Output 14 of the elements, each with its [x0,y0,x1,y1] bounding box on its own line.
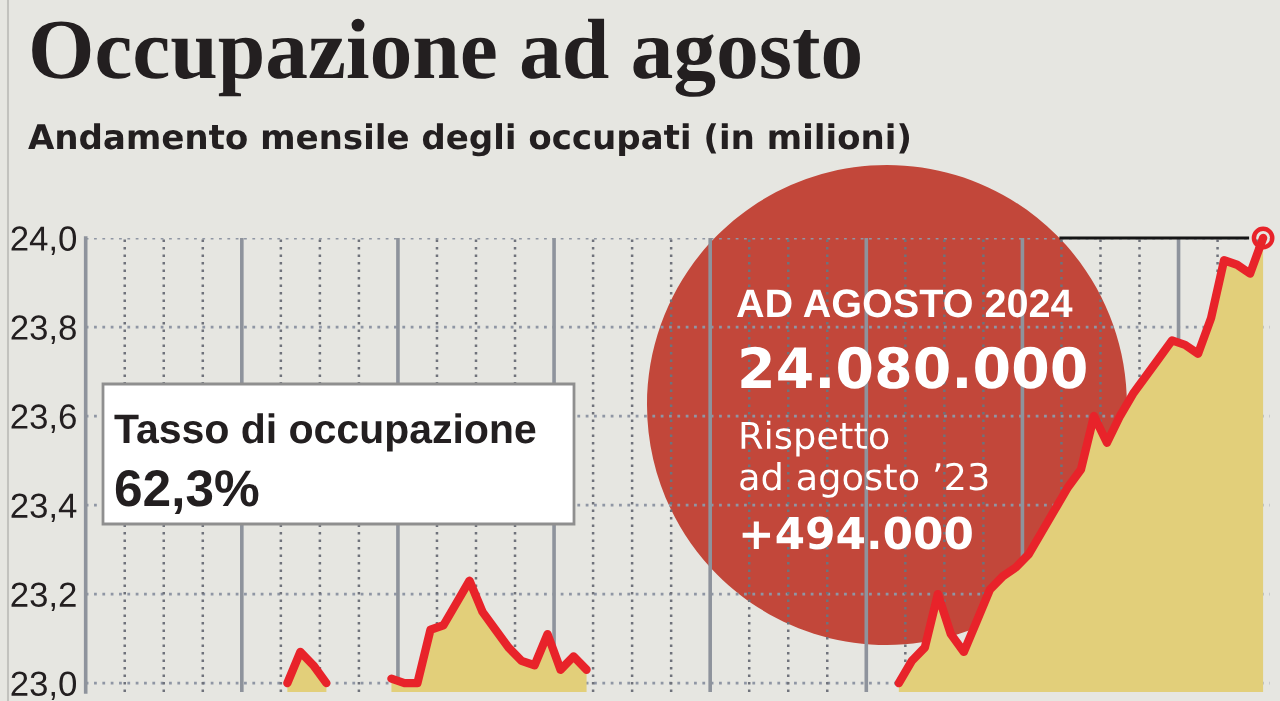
y-tick-label: 24,0 [11,226,77,256]
annotation: 62,3% [115,470,259,514]
y-tick-label: 23,4 [11,493,77,523]
annotation: +494.000 [742,516,972,550]
annotation: Rispetto ad agosto ’23 [740,420,988,498]
annotation: AD AGOSTO 2024 [736,289,1073,318]
annotation: Tasso di occupazione [114,413,536,452]
chart-title: Occupazione ad agosto [32,18,860,97]
annotation: 24.080.000 [741,346,1086,389]
chart-subtitle: Andamento mensile degli occupati (in milioni) [28,123,910,157]
y-tick-label: 23,8 [11,315,76,345]
y-tick-label: 23,6 [11,404,76,434]
y-tick-label: 23,0 [11,671,77,701]
y-tick-label: 23,2 [11,582,76,612]
